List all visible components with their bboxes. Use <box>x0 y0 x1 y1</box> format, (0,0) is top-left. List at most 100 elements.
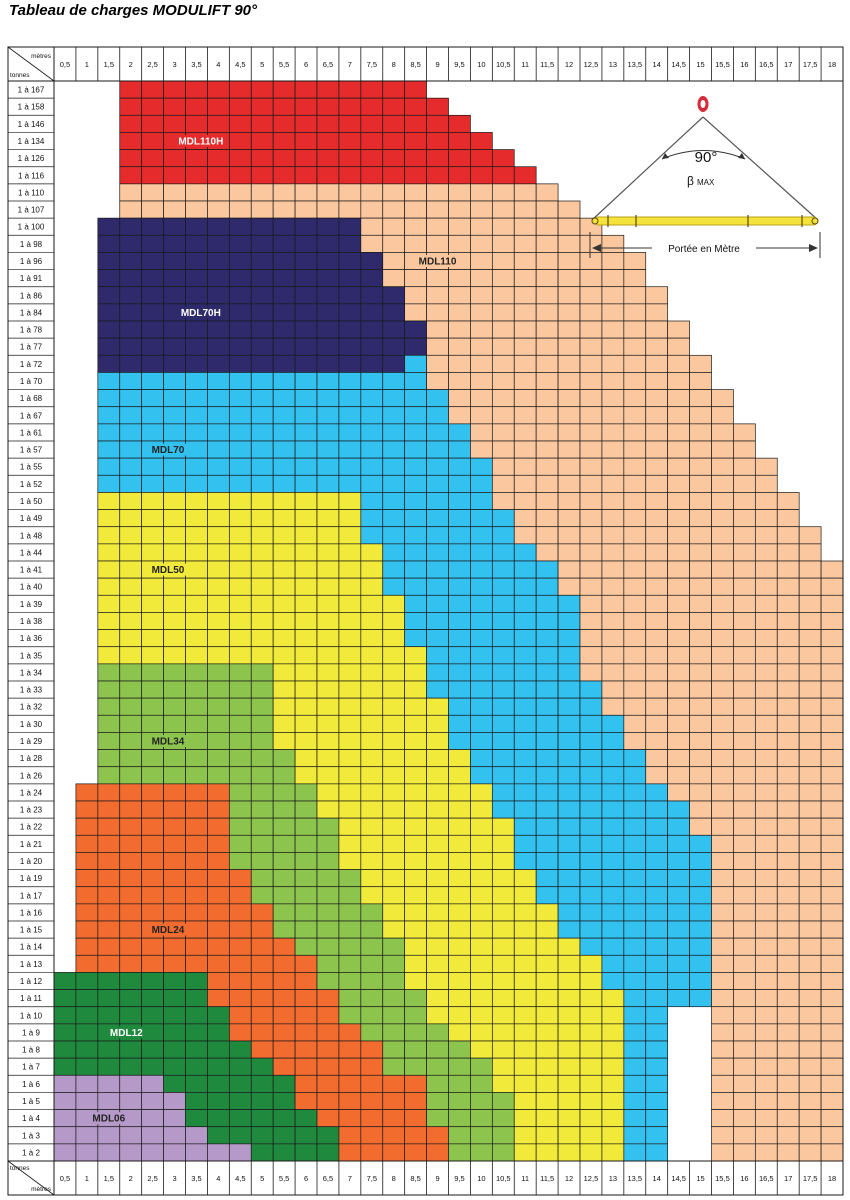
chart-cell-mdl24 <box>338 1023 362 1042</box>
chart-cell-mdl110 <box>645 457 669 476</box>
load-label: 1 à 91 <box>20 274 43 283</box>
load-label: 1 à 70 <box>20 377 43 386</box>
chart-cell-mdl110 <box>470 200 493 219</box>
chart-cell-mdl110 <box>733 646 756 665</box>
chart-cell-mdl110 <box>623 303 647 322</box>
chart-cell-mdl110 <box>557 354 581 373</box>
chart-cell-mdl110h <box>404 80 427 99</box>
chart-cell-mdl24 <box>338 1074 362 1093</box>
chart-title: Tableau de charges MODULIFT 90° <box>9 2 257 19</box>
chart-cell-mdl110h <box>404 132 427 150</box>
span-label-bottom: 12 <box>565 1174 573 1183</box>
chart-cell-mdl50 <box>404 749 427 768</box>
chart-cell-mdl110 <box>689 406 712 425</box>
chart-cell-mdl50 <box>426 954 449 973</box>
chart-cell-mdl70 <box>382 406 406 425</box>
beta-max-label: MAX <box>697 178 715 187</box>
chart-cell-mdl50 <box>294 766 318 785</box>
chart-cell-mdl70 <box>470 663 493 682</box>
chart-cell-mdl50 <box>404 954 427 973</box>
chart-cell-mdl70 <box>491 783 515 802</box>
chart-cell-mdl50 <box>448 783 471 802</box>
arc-arrow-right <box>738 153 745 159</box>
chart-cell-mdl50 <box>294 509 318 528</box>
span-label-top: 11,5 <box>540 60 554 69</box>
chart-cell-mdl110 <box>667 492 690 510</box>
chart-cell-mdl110 <box>623 697 647 716</box>
chart-cell-mdl70h <box>338 234 362 253</box>
span-label-bottom: 7 <box>348 1174 352 1183</box>
chart-cell-mdl24 <box>185 817 208 836</box>
chart-cell-mdl34 <box>470 1143 493 1162</box>
chart-cell-mdl24 <box>141 817 164 836</box>
chart-cell-mdl110 <box>426 286 449 305</box>
chart-cell-mdl34 <box>338 886 362 905</box>
load-label: 1 à 86 <box>20 291 43 300</box>
chart-cell-mdl70 <box>689 989 712 1008</box>
chart-cell-mdl110 <box>338 200 362 219</box>
right-sling-line <box>702 116 819 221</box>
chart-cell-mdl70 <box>645 989 669 1008</box>
chart-cell-mdl70h <box>185 269 208 288</box>
chart-cell-mdl34 <box>185 697 208 716</box>
chart-cell-mdl24 <box>141 903 164 922</box>
chart-cell-mdl24 <box>228 886 252 905</box>
chart-cell-mdl70h <box>141 303 164 322</box>
chart-cell-mdl70 <box>535 869 559 888</box>
chart-cell-mdl70 <box>448 492 471 510</box>
chart-cell-mdl50 <box>491 1023 515 1042</box>
chart-cell-mdl50 <box>272 577 296 596</box>
chart-cell-mdl50 <box>185 612 208 630</box>
chart-cell-mdl12 <box>316 1143 340 1162</box>
chart-cell-mdl24 <box>228 989 252 1008</box>
chart-cell-mdl12 <box>163 1057 186 1076</box>
chart-cell-mdl110 <box>733 663 756 682</box>
chart-cell-mdl70h <box>141 320 164 339</box>
chart-cell-mdl110h <box>426 149 449 168</box>
chart-cell-mdl70 <box>470 457 493 476</box>
chart-cell-mdl110 <box>645 337 669 356</box>
chart-cell-mdl110h <box>228 149 252 168</box>
chart-cell-mdl50 <box>404 697 427 716</box>
chart-cell-mdl34 <box>294 783 318 802</box>
corner-diagonal <box>7 1160 55 1196</box>
chart-cell-mdl70 <box>535 749 559 768</box>
chart-cell-mdl70 <box>404 629 427 648</box>
chart-cell-mdl34 <box>185 680 208 699</box>
chart-cell-mdl110h <box>141 149 164 168</box>
chart-cell-mdl50 <box>185 543 208 562</box>
corner-label-tonnes-bottom: tonnes <box>10 1165 30 1172</box>
chart-cell-mdl24 <box>316 1023 340 1042</box>
chart-cell-mdl110 <box>404 286 427 305</box>
chart-cell-mdl50 <box>141 629 164 648</box>
chart-cell-mdl70 <box>689 920 712 939</box>
chart-cell-mdl50 <box>272 612 296 630</box>
chart-cell-mdl70 <box>207 372 230 390</box>
chart-cell-mdl110 <box>711 869 734 888</box>
chart-cell-mdl110 <box>776 1006 800 1025</box>
chart-cell-mdl50 <box>601 1006 625 1025</box>
chart-cell-mdl50 <box>491 1006 515 1025</box>
chart-cell-mdl110 <box>163 183 186 202</box>
chart-cell-mdl110h <box>272 97 296 116</box>
chart-cell-mdl110 <box>645 286 669 305</box>
chart-cell-mdl34 <box>382 1006 406 1025</box>
chart-cell-mdl34 <box>163 697 186 716</box>
chart-cell-mdl50 <box>470 817 493 836</box>
chart-cell-mdl70 <box>470 509 493 528</box>
chart-cell-mdl110 <box>776 526 800 545</box>
chart-cell-mdl50 <box>426 800 449 819</box>
load-label: 1 à 2 <box>22 1148 40 1157</box>
chart-cell-mdl110 <box>623 577 647 596</box>
chart-cell-mdl110 <box>711 972 734 990</box>
chart-cell-mdl34 <box>294 903 318 922</box>
chart-cell-mdl50 <box>426 1006 449 1025</box>
chart-cell-mdl110 <box>776 646 800 665</box>
chart-cell-mdl110 <box>733 543 756 562</box>
chart-cell-mdl110 <box>733 834 756 853</box>
chart-cell-mdl24 <box>426 1126 449 1145</box>
chart-cell-mdl70h <box>97 286 121 305</box>
chart-cell-mdl70 <box>426 457 449 476</box>
chart-cell-mdl50 <box>141 543 164 562</box>
chart-cell-mdl110 <box>535 423 559 442</box>
